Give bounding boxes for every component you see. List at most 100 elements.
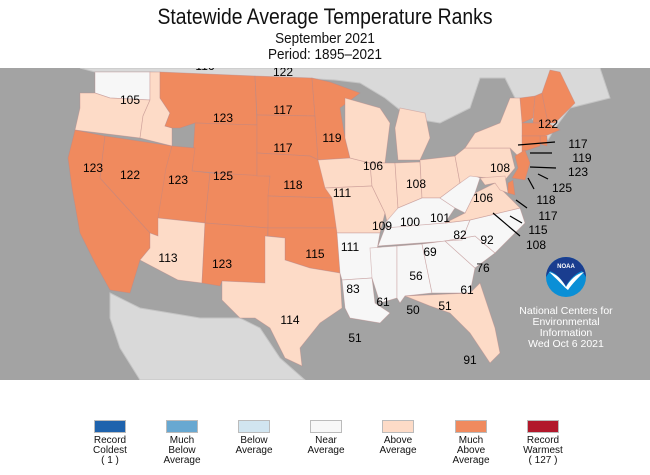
rank-label-al: 50 — [406, 303, 420, 317]
rank-label-mo: 111 — [341, 240, 360, 254]
rank-label-ca: 123 — [83, 161, 103, 175]
rank-label-ri: 125 — [552, 181, 572, 195]
rank-label-ms: 61 — [376, 295, 390, 309]
map-subtitle: September 2021 — [275, 30, 375, 47]
legend-label: Record Coldest( 1 ) — [93, 435, 127, 466]
rank-label-tx: 114 — [280, 313, 299, 327]
rank-label-ne: 117 — [273, 141, 292, 155]
rank-label-ga: 51 — [438, 299, 452, 313]
rank-label-nh: 119 — [572, 151, 591, 165]
legend: Record Coldest( 1 ) Much Below Average Below A… — [0, 420, 650, 475]
rank-label-ct: 118 — [536, 193, 555, 207]
rank-label-ok: 115 — [305, 247, 324, 261]
legend-swatch — [238, 420, 270, 433]
state-rank-labels: 8599123105122116123123113125123122117117… — [83, 68, 592, 367]
state-la — [341, 277, 391, 324]
rank-label-fl: 91 — [463, 353, 477, 367]
legend-label: Record Warmest( 127 ) — [523, 435, 563, 466]
leader-line-ct — [527, 177, 535, 190]
rank-label-mi: 108 — [406, 177, 426, 191]
legend-item-below: Below Average — [219, 420, 289, 456]
rank-label-me: 122 — [538, 117, 558, 131]
rank-label-de: 115 — [528, 223, 547, 237]
rank-label-nd: 122 — [273, 68, 293, 79]
rank-label-wy: 123 — [213, 111, 233, 125]
leader-line-vt — [517, 141, 556, 146]
rank-label-sc: 61 — [460, 283, 474, 297]
rank-label-il: 109 — [372, 219, 392, 233]
state-ga — [421, 240, 476, 294]
leader-line-ma — [529, 166, 557, 169]
rank-label-oh: 101 — [430, 211, 450, 225]
rank-label-ar: 83 — [346, 282, 360, 296]
rank-label-nc: 76 — [476, 261, 490, 275]
rank-label-id: 105 — [120, 93, 140, 107]
mexico-land — [109, 292, 306, 380]
legend-item-above: Above Average — [363, 420, 433, 456]
map-title: Statewide Average Temperature Ranks — [157, 4, 493, 29]
rank-label-nm: 123 — [212, 257, 232, 271]
rank-label-ma: 123 — [568, 165, 588, 179]
rank-label-az: 113 — [158, 251, 177, 265]
leader-line-de — [509, 215, 523, 224]
legend-label: Above Average — [379, 435, 417, 456]
rank-label-sd: 117 — [273, 103, 292, 117]
legend-label: Below Average — [235, 435, 273, 456]
rank-label-md: 108 — [526, 238, 546, 252]
credit-line-3: Information — [540, 327, 593, 339]
rank-label-ky: 69 — [423, 245, 437, 259]
state-ri — [539, 135, 548, 147]
map-period: Period: 1895–2021 — [267, 46, 383, 63]
legend-label: Much Above Average — [452, 435, 490, 466]
legend-label: Near Average — [307, 435, 345, 456]
state-tx — [221, 235, 343, 367]
rank-label-mn: 119 — [322, 131, 341, 145]
state-de — [507, 179, 516, 196]
rank-label-nv: 122 — [120, 168, 140, 182]
legend-item-record-coldest: Record Coldest( 1 ) — [75, 420, 145, 466]
rank-label-vt: 117 — [568, 137, 587, 151]
rank-label-ks: 118 — [283, 178, 302, 192]
legend-item-much-above: Much Above Average — [436, 420, 506, 466]
rank-label-nj: 117 — [538, 209, 557, 223]
legend-item-near: Near Average — [291, 420, 361, 456]
legend-swatch — [94, 420, 126, 433]
state-vt — [519, 95, 536, 124]
rank-label-wv: 82 — [453, 228, 467, 242]
state-nm — [201, 222, 269, 287]
us-temperature-rank-map: 8599123105122116123123113125123122117117… — [0, 68, 650, 380]
noaa-logo-text: NOAA — [557, 264, 575, 270]
rank-label-mt: 116 — [195, 68, 214, 73]
legend-swatch — [382, 420, 414, 433]
state-ks — [267, 195, 338, 229]
credit-date: Wed Oct 6 2021 — [528, 338, 604, 350]
leader-line-nj — [515, 199, 528, 209]
leader-line-ri — [537, 173, 549, 180]
state-nj — [511, 149, 531, 181]
rank-label-va: 92 — [480, 233, 494, 247]
state-md — [479, 175, 509, 194]
state-mt — [159, 71, 258, 129]
credit-line-2: Environmental — [532, 316, 599, 328]
legend-swatch — [166, 420, 198, 433]
noaa-logo: NOAA — [546, 257, 586, 297]
rank-label-ny: 108 — [490, 161, 510, 175]
legend-swatch — [455, 420, 487, 433]
rank-label-ia: 111 — [333, 186, 352, 200]
state-ma — [521, 122, 561, 137]
legend-swatch — [527, 420, 559, 433]
leader-lines — [492, 141, 557, 237]
legend-item-record-warmest: Record Warmest( 127 ) — [508, 420, 578, 466]
state-ms — [369, 245, 398, 304]
legend-swatch — [310, 420, 342, 433]
rank-label-in: 100 — [400, 215, 420, 229]
rank-label-wi: 106 — [363, 159, 383, 173]
state-shapes — [67, 69, 576, 367]
rank-label-co: 125 — [213, 169, 233, 183]
legend-label: Much Below Average — [163, 435, 201, 466]
rank-label-tn: 56 — [409, 269, 423, 283]
rank-label-pa: 106 — [473, 191, 493, 205]
leader-line-md — [492, 212, 521, 237]
rank-label-la: 51 — [348, 331, 362, 345]
legend-item-much-below: Much Below Average — [147, 420, 217, 466]
